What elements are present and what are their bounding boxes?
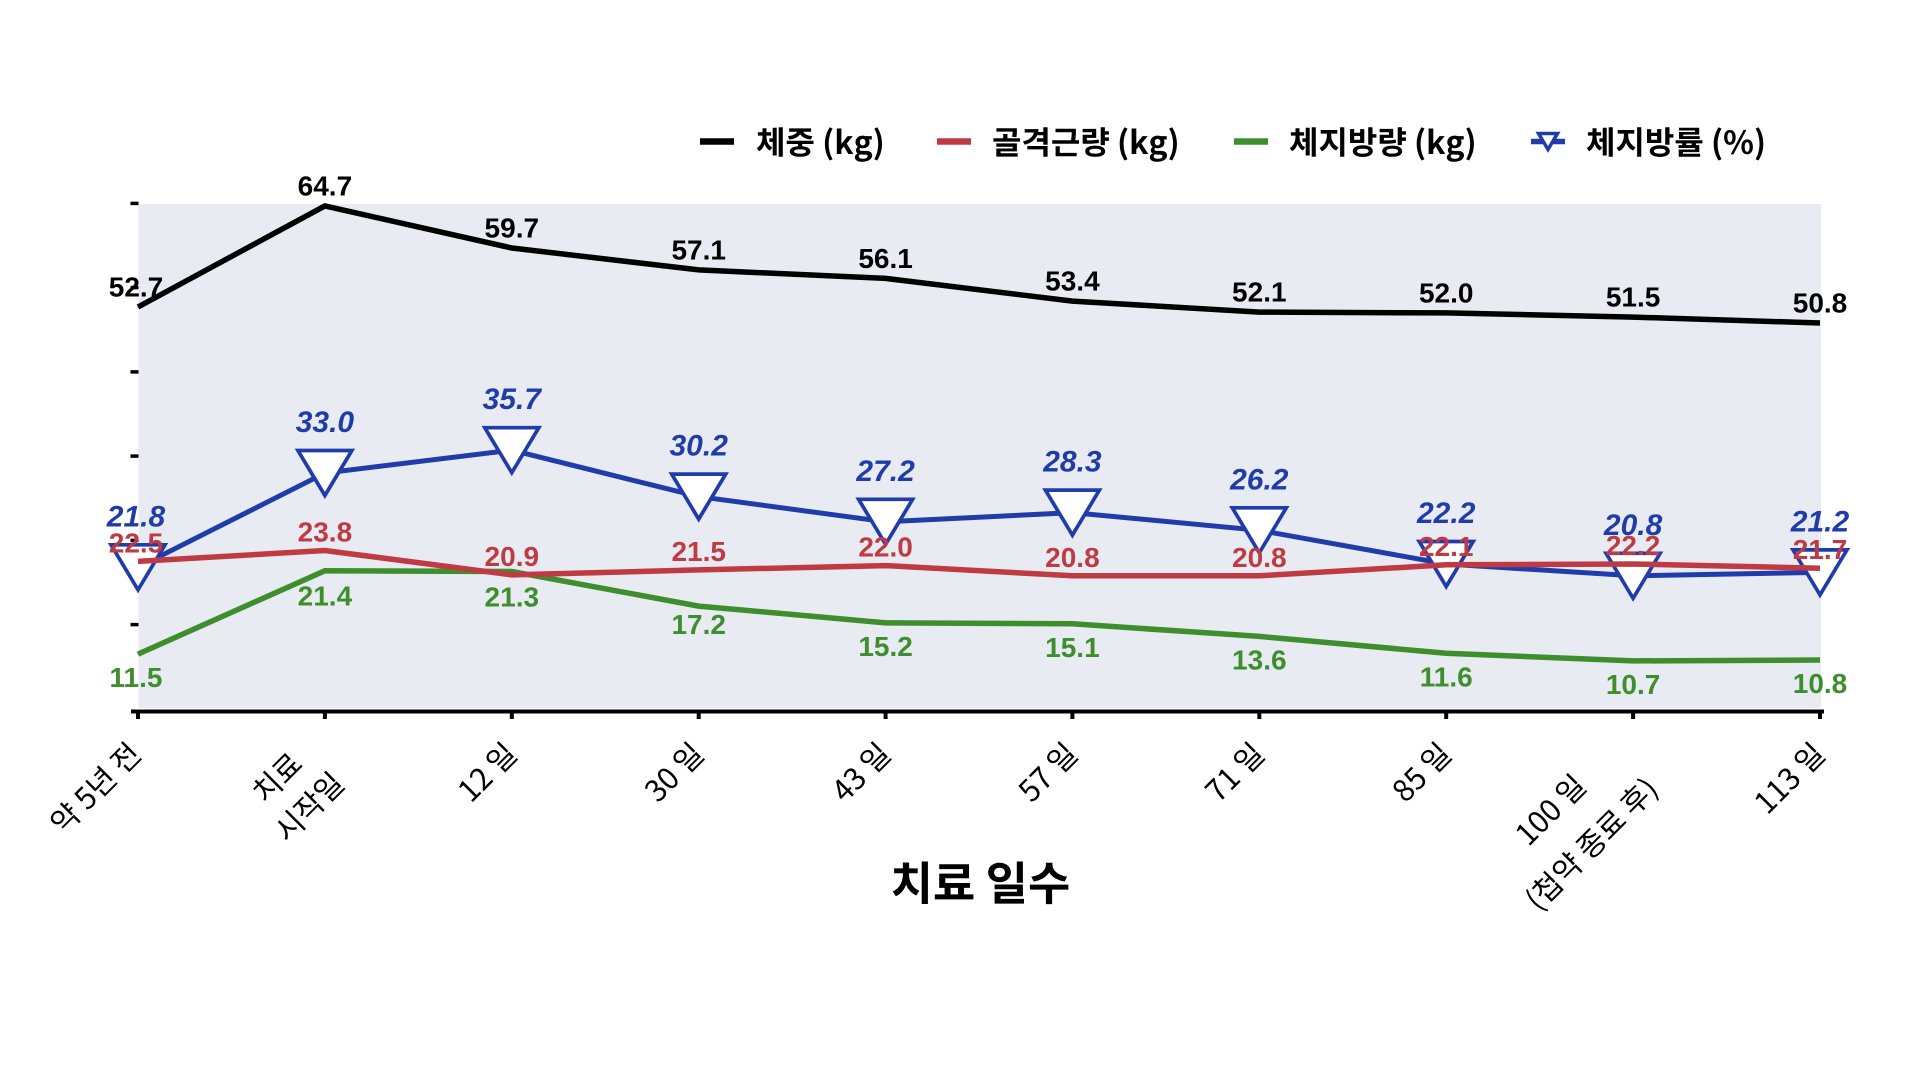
svg-text:20.8: 20.8 bbox=[1045, 542, 1100, 573]
svg-text:56.1: 56.1 bbox=[858, 243, 913, 274]
svg-text:52.0: 52.0 bbox=[1419, 277, 1474, 308]
svg-text:22.2: 22.2 bbox=[1416, 497, 1476, 530]
svg-text:52.7: 52.7 bbox=[109, 272, 164, 303]
svg-text:52.1: 52.1 bbox=[1232, 277, 1287, 308]
svg-text:30.2: 30.2 bbox=[670, 430, 729, 463]
svg-text:17.2: 17.2 bbox=[671, 609, 726, 640]
svg-text:21.4: 21.4 bbox=[298, 581, 353, 612]
svg-text:22.1: 22.1 bbox=[1419, 531, 1474, 562]
svg-text:59.7: 59.7 bbox=[485, 213, 540, 244]
svg-text:28.3: 28.3 bbox=[1042, 446, 1102, 479]
svg-text:35.7: 35.7 bbox=[483, 383, 543, 416]
svg-text:64.7: 64.7 bbox=[298, 170, 353, 201]
svg-text:50.8: 50.8 bbox=[1793, 288, 1848, 319]
svg-text:21.8: 21.8 bbox=[106, 500, 166, 533]
svg-text:21.7: 21.7 bbox=[1793, 534, 1848, 565]
svg-text:22.2: 22.2 bbox=[1606, 530, 1661, 561]
svg-text:21.3: 21.3 bbox=[485, 582, 540, 613]
svg-text:51.5: 51.5 bbox=[1606, 282, 1661, 313]
svg-text:13.6: 13.6 bbox=[1232, 644, 1287, 675]
svg-text:10.7: 10.7 bbox=[1606, 669, 1661, 700]
svg-text:21.5: 21.5 bbox=[671, 536, 726, 567]
svg-text:20.8: 20.8 bbox=[1232, 542, 1287, 573]
svg-text:22.5: 22.5 bbox=[109, 527, 164, 558]
svg-text:53.4: 53.4 bbox=[1045, 266, 1100, 297]
svg-text:22.0: 22.0 bbox=[858, 532, 913, 563]
svg-text:23.8: 23.8 bbox=[298, 517, 353, 548]
svg-text:11.5: 11.5 bbox=[110, 662, 163, 693]
svg-text:33.0: 33.0 bbox=[296, 406, 355, 439]
svg-text:57.1: 57.1 bbox=[671, 234, 726, 265]
svg-text:15.2: 15.2 bbox=[858, 631, 913, 662]
svg-text:11.6: 11.6 bbox=[1420, 661, 1473, 692]
svg-text:27.2: 27.2 bbox=[855, 455, 915, 488]
svg-text:10.8: 10.8 bbox=[1793, 668, 1848, 699]
svg-text:15.1: 15.1 bbox=[1045, 632, 1100, 663]
svg-text:26.2: 26.2 bbox=[1229, 463, 1289, 496]
svg-text:21.2: 21.2 bbox=[1790, 505, 1850, 538]
svg-text:20.8: 20.8 bbox=[1603, 509, 1663, 542]
svg-text:20.9: 20.9 bbox=[485, 541, 540, 572]
